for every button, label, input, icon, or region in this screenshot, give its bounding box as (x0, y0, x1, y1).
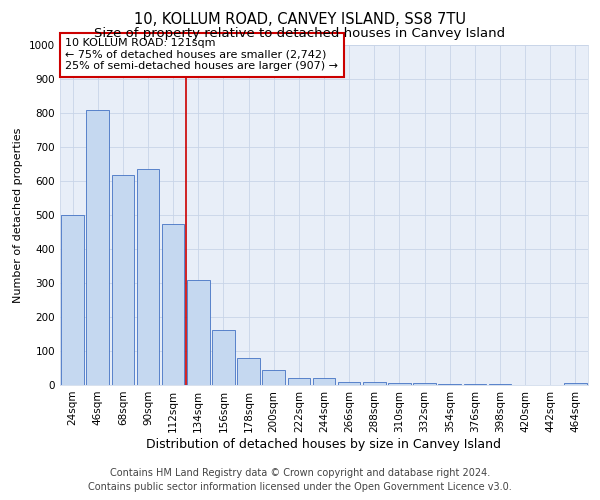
Bar (187, 280, 209, 385)
Text: Contains HM Land Registry data © Crown copyright and database right 2024.
Contai: Contains HM Land Registry data © Crown c… (88, 468, 512, 492)
Bar (262, 370, 285, 385)
Bar (86, 110, 109, 385)
Bar (439, 384, 461, 385)
Bar (212, 330, 235, 385)
Bar (338, 382, 361, 385)
Bar (112, 175, 134, 385)
Bar (464, 384, 486, 385)
Bar (363, 382, 386, 385)
Text: 10 KOLLUM ROAD: 121sqm
← 75% of detached houses are smaller (2,742)
25% of semi-: 10 KOLLUM ROAD: 121sqm ← 75% of detached… (65, 38, 338, 72)
Bar (564, 384, 587, 385)
Bar (137, 169, 160, 385)
Bar (388, 382, 411, 385)
Bar (313, 378, 335, 385)
Bar (413, 384, 436, 385)
Bar (162, 224, 184, 385)
Bar (287, 378, 310, 385)
Text: 10, KOLLUM ROAD, CANVEY ISLAND, SS8 7TU: 10, KOLLUM ROAD, CANVEY ISLAND, SS8 7TU (134, 12, 466, 28)
Y-axis label: Number of detached properties: Number of detached properties (13, 128, 23, 302)
Bar (237, 358, 260, 385)
Text: Size of property relative to detached houses in Canvey Island: Size of property relative to detached ho… (94, 28, 506, 40)
Bar (488, 384, 511, 385)
X-axis label: Distribution of detached houses by size in Canvey Island: Distribution of detached houses by size … (146, 438, 502, 450)
Bar (61, 215, 84, 385)
